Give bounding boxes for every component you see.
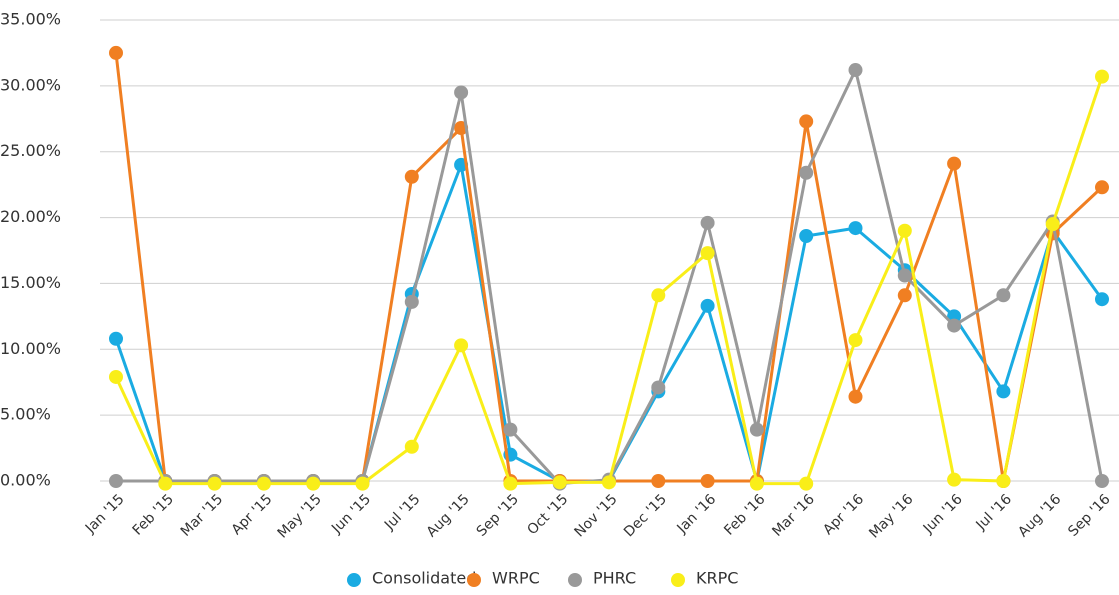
data-point [897, 268, 912, 283]
x-tick-label: Mar '16 [769, 491, 818, 540]
legend-label: KRPC [696, 569, 738, 588]
data-point [799, 476, 814, 491]
data-point [897, 223, 912, 238]
y-tick-label: 35.00% [0, 10, 61, 29]
data-point [1095, 180, 1109, 195]
x-tick-label: Apr '16 [820, 491, 867, 538]
x-tick-label: Jan '16 [674, 491, 720, 537]
series-line [114, 76, 1104, 486]
x-tick-label: Jul '15 [381, 491, 423, 533]
data-point [306, 476, 321, 491]
data-point [552, 475, 567, 490]
data-point [848, 63, 863, 78]
x-tick-label: Feb '15 [130, 491, 177, 538]
x-tick-label: Oct '15 [524, 491, 571, 538]
x-tick-label: May '16 [866, 491, 916, 541]
legend-label: WRPC [492, 569, 540, 588]
x-tick-label: Dec '15 [621, 491, 670, 540]
data-point [897, 288, 912, 303]
data-point [799, 229, 814, 244]
data-point [503, 422, 518, 437]
data-point [848, 333, 863, 348]
data-point [602, 475, 616, 490]
data-point [799, 114, 814, 129]
legend-swatch [568, 573, 582, 587]
data-point [947, 318, 962, 333]
x-tick-label: Sep '16 [1065, 491, 1114, 540]
data-point [749, 422, 764, 437]
y-tick-label: 25.00% [0, 141, 61, 160]
legend-swatch [467, 573, 481, 587]
y-tick-label: 5.00% [0, 405, 51, 424]
data-point [1045, 217, 1060, 232]
data-point [700, 298, 715, 313]
data-point [1095, 292, 1109, 307]
legend-label: Consolidated [372, 569, 476, 588]
data-point [848, 389, 863, 404]
x-tick-label: Apr '15 [229, 491, 276, 538]
data-point [503, 476, 518, 491]
data-point [109, 331, 123, 346]
data-point [749, 476, 764, 491]
data-point [651, 474, 666, 488]
data-point [700, 474, 715, 488]
y-tick-label: 30.00% [0, 75, 61, 94]
data-point [996, 474, 1011, 488]
data-point [1095, 69, 1109, 84]
data-point [404, 439, 419, 454]
data-point [651, 288, 666, 303]
data-point [700, 215, 715, 230]
data-point [355, 476, 370, 491]
y-tick-label: 10.00% [0, 339, 61, 358]
y-tick-label: 15.00% [0, 273, 61, 292]
x-tick-label: Mar '15 [178, 491, 226, 539]
data-point [996, 288, 1011, 303]
legend-label: PHRC [593, 569, 636, 588]
data-point [996, 384, 1011, 399]
data-point [109, 45, 123, 60]
x-tick-label: Sep '15 [474, 491, 522, 539]
data-point [799, 165, 814, 180]
y-tick-label: 0.00% [0, 471, 51, 490]
data-point [848, 221, 863, 236]
x-tick-label: Jun '15 [328, 491, 374, 537]
legend-swatch [347, 573, 361, 587]
x-tick-label: Nov '15 [572, 491, 621, 540]
series-line [116, 68, 1104, 486]
data-point [404, 294, 419, 309]
x-tick-label: Aug '15 [424, 491, 473, 540]
x-tick-label: May '15 [275, 491, 325, 541]
data-point [109, 369, 123, 384]
x-tick-label: Jul '16 [973, 491, 1015, 533]
x-tick-label: Jan '15 [82, 491, 128, 537]
data-point [109, 474, 123, 488]
x-tick-label: Jun '16 [920, 491, 966, 537]
data-point [947, 472, 962, 487]
data-point [454, 85, 469, 100]
data-point [404, 169, 419, 184]
data-point [651, 380, 666, 395]
data-point [256, 476, 271, 491]
legend-swatch [671, 573, 685, 587]
data-point [1095, 474, 1109, 488]
data-point [158, 476, 173, 491]
data-point [947, 156, 962, 171]
series-line [114, 52, 1104, 483]
x-tick-label: Aug '16 [1015, 491, 1064, 540]
data-point [207, 476, 222, 491]
x-tick-label: Feb '16 [721, 491, 768, 538]
y-tick-label: 20.00% [0, 207, 61, 226]
data-point [700, 246, 715, 261]
data-point [454, 338, 469, 353]
